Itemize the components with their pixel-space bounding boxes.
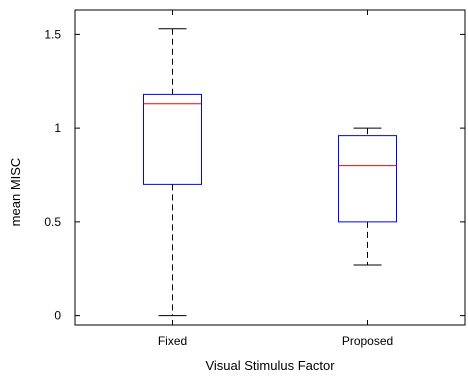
x-tick-label: Fixed: [158, 334, 187, 348]
box-proposed: [338, 135, 397, 223]
x-tick-label: Proposed: [342, 334, 393, 348]
y-axis-label: mean MISC: [8, 158, 23, 227]
y-tick-label: 1.5: [44, 27, 61, 41]
y-tick-label: 1: [54, 121, 61, 135]
plot-area: [74, 9, 466, 326]
y-tick-label: 0.5: [44, 215, 61, 229]
x-axis-label: Visual Stimulus Factor: [205, 358, 335, 373]
y-tick-label: 0: [54, 309, 61, 323]
box-fixed: [143, 93, 202, 185]
